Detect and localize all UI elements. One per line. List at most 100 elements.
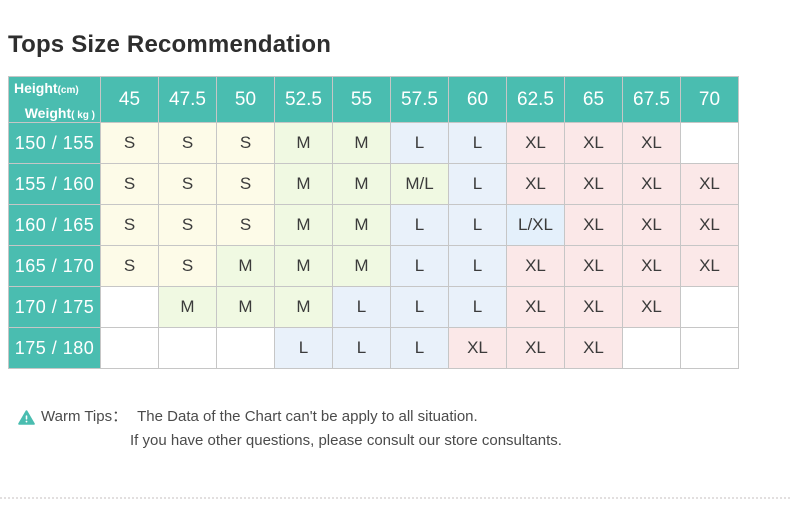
size-cell	[100, 327, 159, 369]
warm-tips-line1: Warm Tips： The Data of the Chart can't b…	[18, 406, 758, 428]
corner-header-cell: Weight( kg ) Height(cm)	[8, 76, 101, 123]
size-cell: S	[100, 204, 159, 246]
table-row: 175 / 180 L L L XL XL XL	[8, 327, 739, 369]
size-cell: XL	[622, 122, 681, 164]
weight-header-cell: 62.5	[506, 76, 565, 123]
size-cell: L	[390, 286, 449, 328]
size-cell: M	[216, 245, 275, 287]
weight-header-row: Weight( kg ) Height(cm) 45 47.5 50 52.5 55 57…	[8, 76, 739, 123]
size-cell: M	[216, 286, 275, 328]
size-cell: L	[448, 286, 507, 328]
weight-header-cell: 47.5	[158, 76, 217, 123]
size-cell: S	[158, 122, 217, 164]
size-cell: XL	[506, 286, 565, 328]
weight-header-cell: 60	[448, 76, 507, 123]
size-cell: L	[448, 245, 507, 287]
table-row: 160 / 165 S S S M M L L L/XL XL XL XL	[8, 204, 739, 246]
size-cell: M	[274, 204, 333, 246]
warning-triangle-icon	[18, 409, 35, 425]
size-cell	[680, 122, 739, 164]
height-axis-label: Height(cm)	[14, 79, 79, 96]
size-cell: L	[274, 327, 333, 369]
weight-header-cell: 67.5	[622, 76, 681, 123]
size-cell: L	[390, 327, 449, 369]
table-row: 150 / 155 S S S M M L L XL XL XL	[8, 122, 739, 164]
size-cell: M	[274, 122, 333, 164]
size-cell: S	[100, 245, 159, 287]
size-cell: M	[274, 286, 333, 328]
size-cell: S	[216, 163, 275, 205]
size-cell: XL	[622, 204, 681, 246]
size-cell: XL	[564, 245, 623, 287]
size-cell: M	[274, 245, 333, 287]
size-cell: L/XL	[506, 204, 565, 246]
table-row: 170 / 175 M M M L L L XL XL XL	[8, 286, 739, 328]
warm-tips-label: Warm Tips：	[41, 408, 128, 425]
size-cell: M	[332, 245, 391, 287]
size-cell: S	[158, 204, 217, 246]
weight-header-cell: 65	[564, 76, 623, 123]
size-cell: S	[158, 163, 217, 205]
size-cell: XL	[622, 286, 681, 328]
size-cell: M	[158, 286, 217, 328]
size-cell: L	[332, 286, 391, 328]
size-cell: S	[158, 245, 217, 287]
size-cell: S	[216, 204, 275, 246]
size-cell: XL	[680, 204, 739, 246]
table-row: 165 / 170 S S M M M L L XL XL XL XL	[8, 245, 739, 287]
warm-tips-text-1: The Data of the Chart can't be apply to …	[137, 408, 478, 425]
height-header-cell: 165 / 170	[8, 245, 101, 287]
size-cell: XL	[622, 245, 681, 287]
page-title: Tops Size Recommendation	[8, 31, 332, 58]
size-cell	[622, 327, 681, 369]
weight-header-cell: 45	[100, 76, 159, 123]
height-header-cell: 175 / 180	[8, 327, 101, 369]
weight-header-cell: 52.5	[274, 76, 333, 123]
height-header-cell: 160 / 165	[8, 204, 101, 246]
size-cell	[216, 327, 275, 369]
size-cell: XL	[448, 327, 507, 369]
table-row: 155 / 160 S S S M M M/L L XL XL XL XL	[8, 163, 739, 205]
weight-header-cell: 50	[216, 76, 275, 123]
size-cell: M	[332, 122, 391, 164]
size-cell: XL	[680, 163, 739, 205]
size-cell	[680, 327, 739, 369]
warm-tips-section: Warm Tips： The Data of the Chart can't b…	[18, 406, 758, 452]
size-cell: M	[274, 163, 333, 205]
weight-header-cell: 70	[680, 76, 739, 123]
size-cell	[158, 327, 217, 369]
size-cell: L	[390, 245, 449, 287]
warm-tips-text-2: If you have other questions, please cons…	[130, 432, 562, 449]
size-recommendation-table: Weight( kg ) Height(cm) 45 47.5 50 52.5 55 57…	[8, 76, 739, 369]
weight-header-cell: 55	[332, 76, 391, 123]
size-cell: L	[448, 122, 507, 164]
size-cell: XL	[506, 327, 565, 369]
weight-header-cell: 57.5	[390, 76, 449, 123]
size-cell: L	[332, 327, 391, 369]
size-cell: XL	[564, 204, 623, 246]
size-cell: XL	[506, 163, 565, 205]
size-cell: S	[216, 122, 275, 164]
size-cell: M	[332, 163, 391, 205]
size-cell: L	[448, 163, 507, 205]
size-cell: XL	[564, 163, 623, 205]
size-cell: XL	[564, 122, 623, 164]
size-cell: XL	[506, 122, 565, 164]
size-cell: M/L	[390, 163, 449, 205]
weight-axis-label: Weight( kg )	[24, 104, 95, 121]
height-header-cell: 150 / 155	[8, 122, 101, 164]
size-cell: L	[390, 122, 449, 164]
size-cell: S	[100, 163, 159, 205]
size-cell: L	[390, 204, 449, 246]
size-cell: L	[448, 204, 507, 246]
height-header-cell: 155 / 160	[8, 163, 101, 205]
size-cell: S	[100, 122, 159, 164]
dotted-divider-line	[0, 497, 790, 499]
size-cell: XL	[564, 286, 623, 328]
size-cell: M	[332, 204, 391, 246]
size-cell	[100, 286, 159, 328]
height-header-cell: 170 / 175	[8, 286, 101, 328]
size-cell: XL	[680, 245, 739, 287]
size-cell	[680, 286, 739, 328]
size-cell: XL	[622, 163, 681, 205]
